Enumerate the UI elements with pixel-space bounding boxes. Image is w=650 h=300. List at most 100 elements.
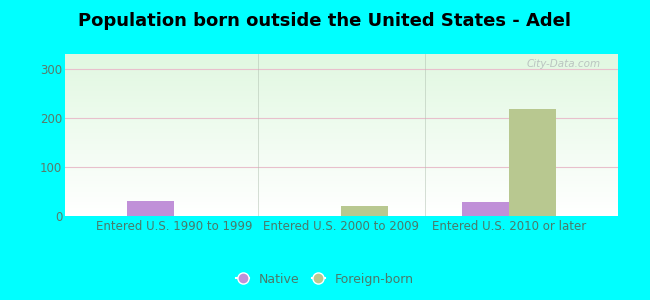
Bar [65,206,618,207]
Bar [65,187,618,188]
Bar [65,161,618,162]
Bar [65,116,618,117]
Bar [65,123,618,124]
Bar [65,63,618,64]
Bar [65,159,618,160]
Bar [65,199,618,200]
Bar [65,171,618,172]
Bar [65,209,618,210]
Bar [65,174,618,175]
Bar [65,61,618,62]
Bar [65,183,618,184]
Bar [65,120,618,121]
Bar [65,162,618,163]
Bar [65,82,618,83]
Bar [65,146,618,147]
Bar [462,202,509,216]
Bar [65,151,618,152]
Bar [65,91,618,92]
Bar [65,60,618,61]
Bar [65,150,618,151]
Bar [65,188,618,189]
Bar [65,95,618,96]
Bar [65,92,618,93]
Bar [65,181,618,182]
Bar [65,168,618,169]
Bar [65,89,618,90]
Bar [65,81,618,82]
Bar [65,203,618,204]
Bar [65,212,618,213]
Bar [65,106,618,107]
Bar [65,56,618,57]
Bar [65,77,618,78]
Bar [65,72,618,73]
Bar [65,129,618,130]
Bar [65,142,618,143]
Bar [65,115,618,116]
Bar [65,205,618,206]
Bar [65,141,618,142]
Bar [65,184,618,185]
Bar [65,163,618,164]
Bar [65,58,618,59]
Bar [65,160,618,161]
Bar [65,144,618,145]
Bar [65,82,618,83]
Bar [65,80,618,81]
Text: City-Data.com: City-Data.com [526,59,601,69]
Bar [65,74,618,75]
Legend: Native, Foreign-born: Native, Foreign-born [231,268,419,291]
Bar [65,112,618,113]
Bar [65,179,618,180]
Bar [65,164,618,165]
Bar [65,101,618,102]
Bar [65,73,618,74]
Bar [65,79,618,80]
Bar [65,207,618,208]
Bar [65,68,618,69]
Bar [65,128,618,129]
Bar [65,147,618,148]
Bar [65,175,618,176]
Bar [65,186,618,187]
Bar [65,190,618,191]
Bar [65,165,618,166]
Bar [65,122,618,123]
Bar [65,90,618,91]
Bar [65,126,618,127]
Bar [65,208,618,209]
Bar [65,145,618,146]
Bar [65,84,618,85]
Bar [65,202,618,203]
Bar [65,155,618,156]
Bar [65,211,618,212]
Bar [65,197,618,198]
Bar [65,149,618,150]
Bar [65,85,618,86]
Bar [65,83,618,84]
Bar [65,65,618,66]
Bar [65,154,618,155]
Bar [65,114,618,115]
Bar [65,109,618,110]
Bar [65,87,618,88]
Bar [65,107,618,108]
Bar [65,59,618,60]
Bar [65,125,618,126]
Bar [65,136,618,137]
Bar [65,105,618,106]
Bar [65,156,618,157]
Bar [65,148,618,149]
Bar [65,194,618,195]
Bar [65,178,618,179]
Bar [65,121,618,122]
Bar [65,193,618,194]
Bar [65,198,618,199]
Bar [65,117,618,118]
Bar [65,93,618,94]
Bar [65,200,618,201]
Bar [65,119,618,120]
Bar [65,102,618,103]
Bar [65,132,618,133]
